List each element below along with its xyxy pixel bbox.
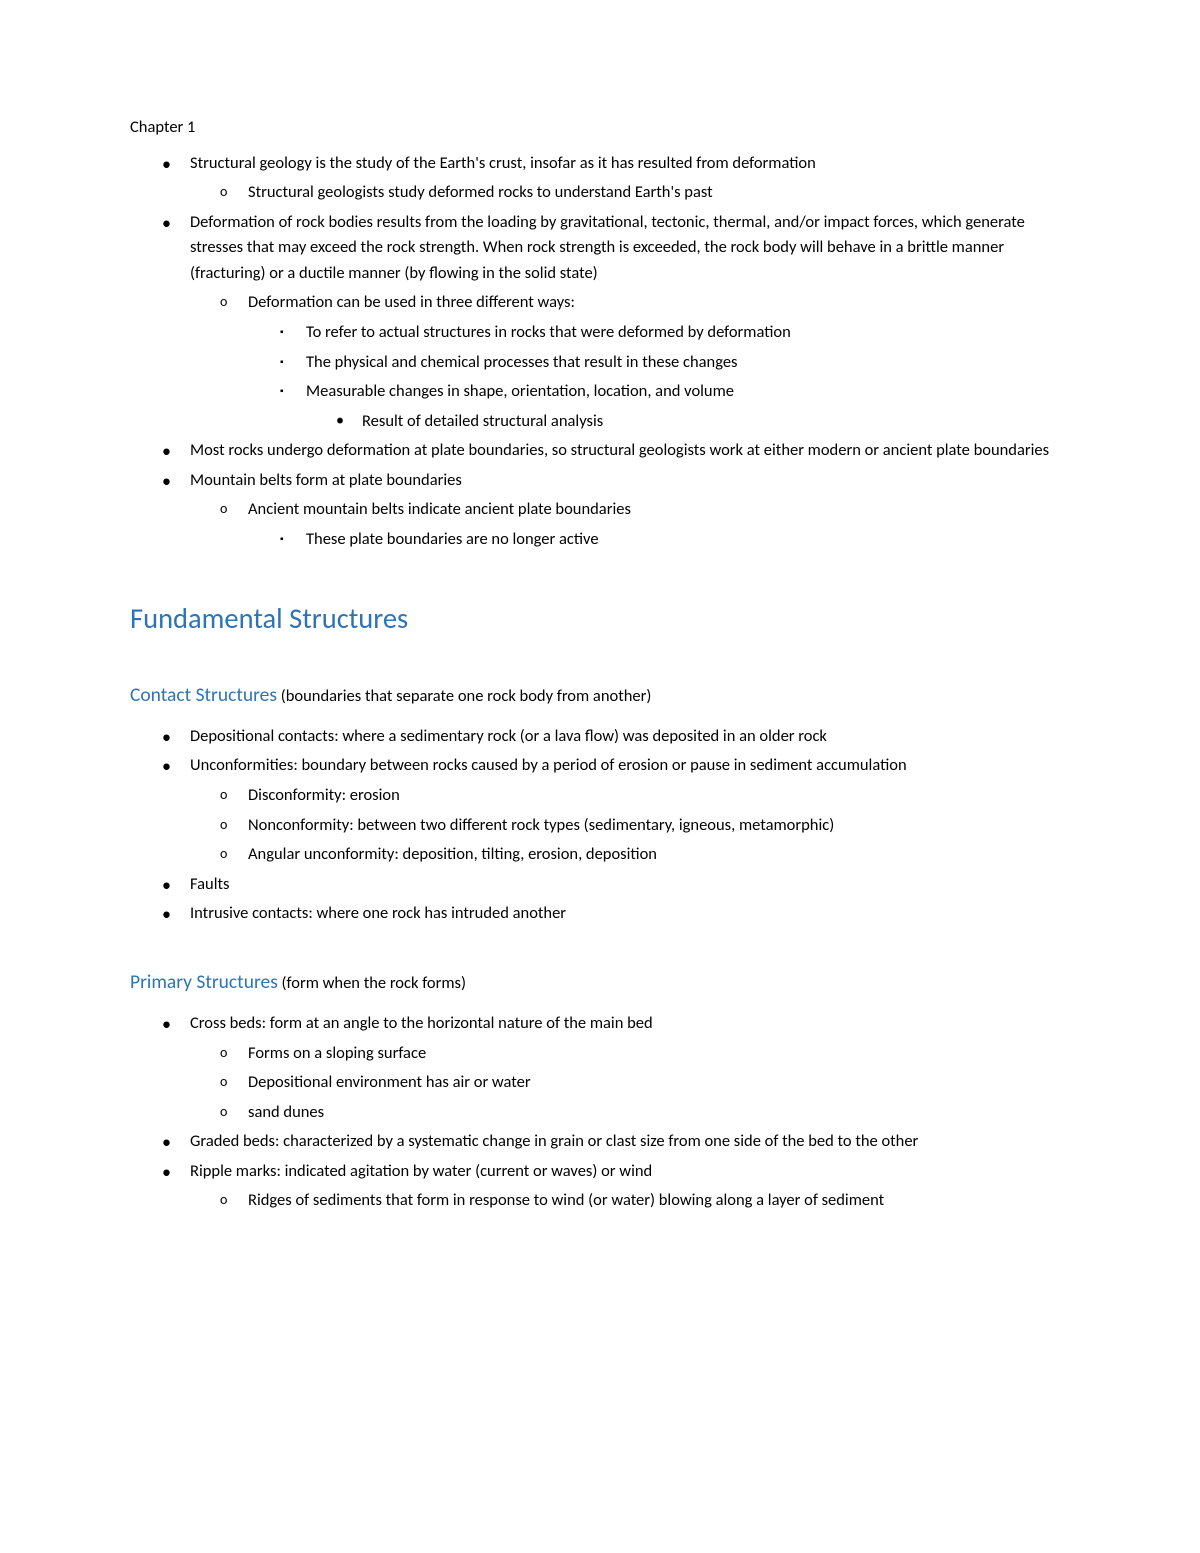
list-item: Ancient mountain belts indicate ancient …	[248, 497, 1070, 552]
list-item: Structural geology is the study of the E…	[190, 151, 1070, 206]
list-item-text: Forms on a sloping surface	[248, 1043, 426, 1063]
list-item-text: Structural geologists study deformed roc…	[248, 182, 713, 202]
primary-structures-block: Primary Structures (form when the rock f…	[130, 967, 1070, 1214]
list-item: Ripple marks: indicated agitation by wat…	[190, 1159, 1070, 1214]
list-item: Nonconformity: between two different roc…	[248, 813, 1070, 839]
list-level-2: Ancient mountain belts indicate ancient …	[190, 497, 1070, 552]
list-item: Graded beds: characterized by a systemat…	[190, 1129, 1070, 1155]
list-level-2: Disconformity: erosion Nonconformity: bet…	[190, 783, 1070, 868]
list-item-text: Ancient mountain belts indicate ancient …	[248, 499, 631, 519]
list-item-text: Most rocks undergo deformation at plate …	[190, 440, 1049, 460]
list-item-text: Deformation of rock bodies results from …	[190, 212, 1025, 283]
list-level-2: Deformation can be used in three differe…	[190, 290, 1070, 434]
list-item-text: Graded beds: characterized by a systemat…	[190, 1131, 918, 1151]
list-item: Faults	[190, 872, 1070, 898]
list-item: Ridges of sediments that form in respons…	[248, 1188, 1070, 1214]
list-item-text: Depositional environment has air or wate…	[248, 1072, 531, 1092]
list-item: Intrusive contacts: where one rock has i…	[190, 901, 1070, 927]
list-item-text: Disconformity: erosion	[248, 785, 400, 805]
intro-list: Structural geology is the study of the E…	[130, 151, 1070, 553]
contact-list: Depositional contacts: where a sedimenta…	[130, 724, 1070, 927]
list-level-2: Ridges of sediments that form in respons…	[190, 1188, 1070, 1214]
list-item-text: To refer to actual structures in rocks t…	[306, 322, 791, 342]
list-item-text: Ripple marks: indicated agitation by wat…	[190, 1161, 652, 1181]
list-item: Most rocks undergo deformation at plate …	[190, 438, 1070, 464]
list-item-text: Result of detailed structural analysis	[362, 411, 603, 431]
contact-structures-block: Contact Structures (boundaries that sepa…	[130, 680, 1070, 927]
list-item-text: Intrusive contacts: where one rock has i…	[190, 903, 566, 923]
list-item-text: sand dunes	[248, 1102, 324, 1122]
list-item: Depositional environment has air or wate…	[248, 1070, 1070, 1096]
list-item: Depositional contacts: where a sedimenta…	[190, 724, 1070, 750]
primary-list: Cross beds: form at an angle to the hori…	[130, 1011, 1070, 1214]
subsection-contact-note: (boundaries that separate one rock body …	[277, 686, 651, 706]
list-item-text: Faults	[190, 874, 229, 894]
list-level-3: To refer to actual structures in rocks t…	[248, 320, 1070, 434]
list-item-text: Deformation can be used in three differe…	[248, 292, 575, 312]
list-item: These plate boundaries are no longer act…	[306, 527, 1070, 553]
chapter-label: Chapter 1	[130, 115, 1070, 141]
subsection-primary-title: Primary Structures	[130, 970, 278, 994]
subsection-contact-title: Contact Structures	[130, 683, 277, 707]
list-item: Deformation can be used in three differe…	[248, 290, 1070, 434]
list-item-text: Unconformities: boundary between rocks c…	[190, 755, 907, 775]
subsection-primary-note: (form when the rock forms)	[278, 973, 466, 993]
list-item-text: The physical and chemical processes that…	[306, 352, 738, 372]
list-item-text: Depositional contacts: where a sedimenta…	[190, 726, 827, 746]
list-item: Structural geologists study deformed roc…	[248, 180, 1070, 206]
list-item: To refer to actual structures in rocks t…	[306, 320, 1070, 346]
list-item: Result of detailed structural analysis	[362, 409, 1070, 435]
list-item: Mountain belts form at plate boundaries A…	[190, 468, 1070, 553]
list-item: Unconformities: boundary between rocks c…	[190, 753, 1070, 867]
list-item-text: Ridges of sediments that form in respons…	[248, 1190, 884, 1210]
list-item-text: Measurable changes in shape, orientation…	[306, 381, 734, 401]
list-level-4: Result of detailed structural analysis	[306, 409, 1070, 435]
list-item: Angular unconformity: deposition, tiltin…	[248, 842, 1070, 868]
list-item: Cross beds: form at an angle to the hori…	[190, 1011, 1070, 1125]
list-item: Measurable changes in shape, orientation…	[306, 379, 1070, 434]
section-heading-fundamental: Fundamental Structures	[130, 597, 1070, 641]
list-item-text: Cross beds: form at an angle to the hori…	[190, 1013, 653, 1033]
list-item-text: These plate boundaries are no longer act…	[306, 529, 599, 549]
list-level-2: Structural geologists study deformed roc…	[190, 180, 1070, 206]
list-item: Forms on a sloping surface	[248, 1041, 1070, 1067]
list-item: The physical and chemical processes that…	[306, 350, 1070, 376]
list-item-text: Structural geology is the study of the E…	[190, 153, 816, 173]
list-item: Deformation of rock bodies results from …	[190, 210, 1070, 435]
list-level-2: Forms on a sloping surface Depositional e…	[190, 1041, 1070, 1126]
list-item-text: Mountain belts form at plate boundaries	[190, 470, 462, 490]
list-item-text: Nonconformity: between two different roc…	[248, 815, 834, 835]
list-item: Disconformity: erosion	[248, 783, 1070, 809]
list-item: sand dunes	[248, 1100, 1070, 1126]
list-item-text: Angular unconformity: deposition, tiltin…	[248, 844, 657, 864]
list-level-3: These plate boundaries are no longer act…	[248, 527, 1070, 553]
